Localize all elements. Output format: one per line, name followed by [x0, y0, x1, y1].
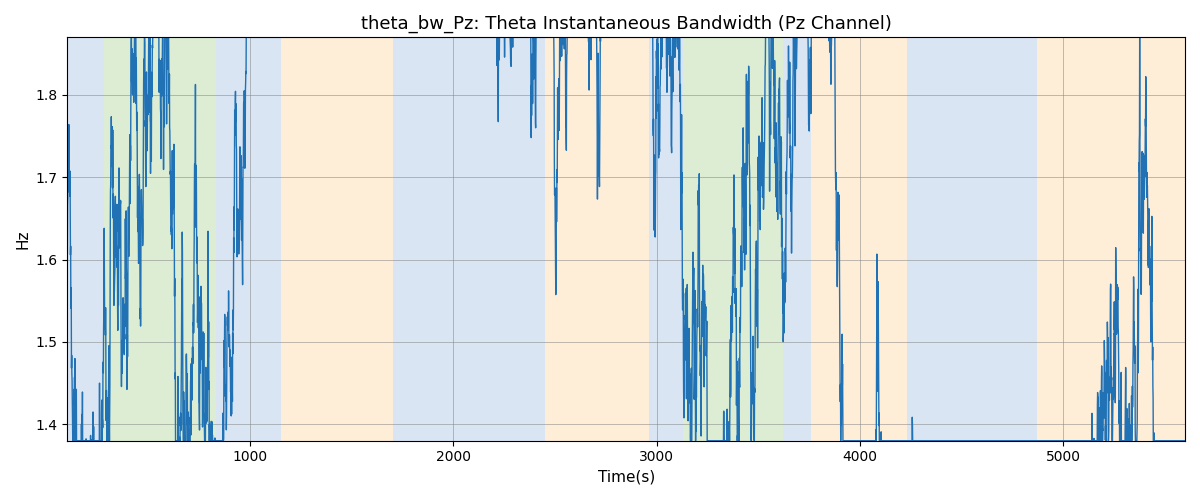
Bar: [1037, 38, 1184, 440]
Bar: [67, 38, 104, 440]
Bar: [454, 38, 545, 440]
Bar: [907, 38, 1037, 440]
Bar: [281, 38, 392, 440]
Bar: [216, 38, 281, 440]
Bar: [545, 38, 648, 440]
Bar: [683, 38, 782, 440]
Title: theta_bw_Pz: Theta Instantaneous Bandwidth (Pz Channel): theta_bw_Pz: Theta Instantaneous Bandwid…: [361, 15, 892, 34]
X-axis label: Time(s): Time(s): [598, 470, 655, 485]
Bar: [648, 38, 683, 440]
Bar: [104, 38, 216, 440]
Y-axis label: Hz: Hz: [16, 230, 30, 249]
Bar: [392, 38, 454, 440]
Bar: [782, 38, 811, 440]
Bar: [811, 38, 907, 440]
